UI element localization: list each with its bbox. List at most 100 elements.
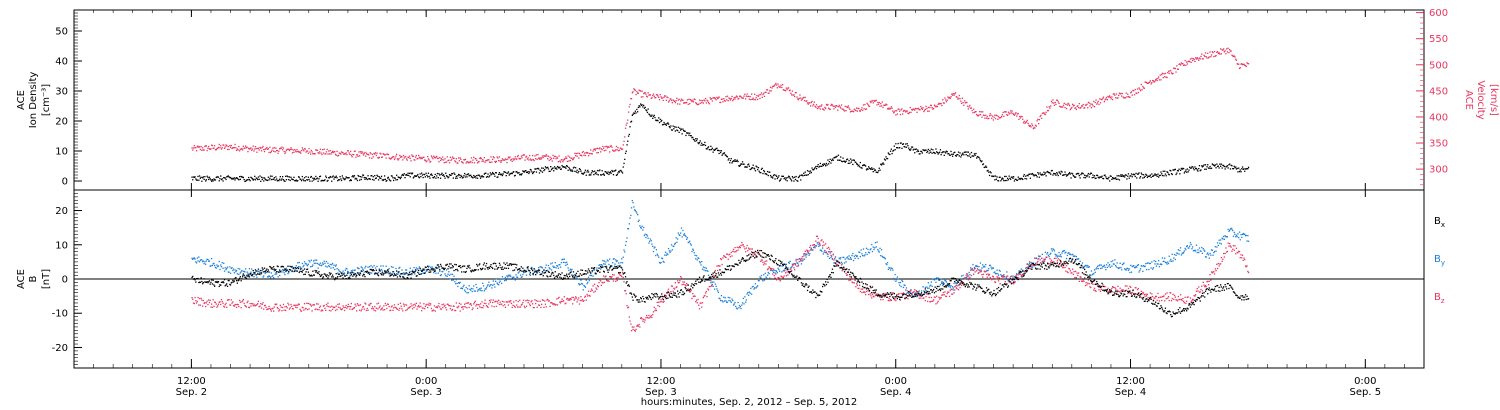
by-point <box>717 291 720 294</box>
velocity-point <box>510 158 513 160</box>
velocity-point <box>750 99 752 101</box>
velocity-point <box>1221 49 1223 51</box>
velocity-point <box>285 151 287 153</box>
by-point <box>547 264 550 267</box>
bz-point <box>376 303 378 305</box>
by-point <box>1065 251 1067 253</box>
bz-point <box>512 304 514 306</box>
density-point <box>512 171 514 173</box>
velocity-point <box>529 154 531 157</box>
velocity-point <box>1220 53 1222 55</box>
density-point <box>637 111 639 113</box>
density-point <box>923 149 926 152</box>
density-point <box>366 178 368 181</box>
velocity-point <box>533 160 535 162</box>
by-point <box>306 265 309 267</box>
velocity-point <box>276 150 278 152</box>
by-point <box>742 297 744 300</box>
by-point <box>1106 266 1108 269</box>
by-point <box>262 276 264 278</box>
density-point <box>846 158 849 160</box>
bz-point <box>300 310 302 312</box>
density-point <box>965 154 967 156</box>
density-point <box>552 167 554 169</box>
by-point <box>427 268 429 271</box>
bz-point <box>192 298 194 300</box>
velocity-point <box>775 82 777 85</box>
density-point <box>731 162 733 164</box>
by-point <box>998 269 1000 271</box>
velocity-point <box>465 162 467 164</box>
velocity-point <box>472 159 474 161</box>
velocity-point <box>412 155 414 157</box>
velocity-point <box>254 146 257 148</box>
by-point <box>999 270 1001 272</box>
velocity-point <box>989 113 991 115</box>
density-point <box>769 174 772 177</box>
bz-point <box>303 309 305 311</box>
velocity-point <box>856 110 858 112</box>
bz-point <box>393 304 396 306</box>
velocity-point <box>416 158 418 160</box>
density-point <box>551 167 553 170</box>
density-point <box>1012 177 1014 179</box>
velocity-point <box>596 152 598 154</box>
bz-point <box>418 306 420 308</box>
velocity-point <box>754 93 756 95</box>
bz-point <box>459 310 461 312</box>
density-point <box>1054 173 1056 175</box>
velocity-point <box>706 99 708 101</box>
bz-point <box>600 284 602 286</box>
density-point <box>267 176 269 178</box>
velocity-point <box>996 115 998 117</box>
by-point <box>641 225 643 227</box>
density-point <box>1146 176 1148 178</box>
velocity-point <box>765 91 767 93</box>
density-point <box>567 169 569 171</box>
density-point <box>581 173 584 175</box>
by-point <box>843 262 846 264</box>
density-point <box>497 176 499 178</box>
by-point <box>744 296 746 298</box>
velocity-point <box>751 98 753 100</box>
bz-point <box>362 305 365 308</box>
density-point <box>433 177 435 179</box>
by-point <box>863 255 865 257</box>
density-point <box>375 177 377 179</box>
density-point <box>1044 172 1047 174</box>
by-point <box>838 257 840 259</box>
density-point <box>685 134 687 137</box>
density-point <box>921 152 923 154</box>
velocity-point <box>467 162 470 164</box>
by-point <box>1093 269 1096 271</box>
velocity-point <box>799 94 801 96</box>
bz-point <box>529 304 531 307</box>
bz-point <box>528 300 530 302</box>
density-point <box>467 173 470 175</box>
by-point <box>553 266 555 268</box>
density-point <box>568 166 570 169</box>
bz-point <box>516 304 518 306</box>
density-point <box>920 151 923 153</box>
velocity-point <box>583 154 585 156</box>
velocity-point <box>808 102 810 104</box>
density-point <box>818 166 820 168</box>
density-point <box>439 174 441 176</box>
velocity-point <box>941 104 943 107</box>
density-point <box>339 176 341 178</box>
by-point <box>649 240 651 242</box>
by-point <box>387 269 389 271</box>
density-point <box>598 170 600 172</box>
bz-point <box>603 281 605 283</box>
velocity-point <box>922 107 924 109</box>
velocity-point <box>895 114 897 116</box>
density-point <box>834 156 836 159</box>
velocity-point <box>225 144 227 146</box>
velocity-point <box>1056 99 1058 101</box>
velocity-point <box>883 104 886 106</box>
by-point <box>1134 267 1136 269</box>
velocity-point <box>1075 107 1077 109</box>
velocity-point <box>920 105 922 108</box>
by-point <box>208 260 211 262</box>
by-point <box>855 254 857 256</box>
